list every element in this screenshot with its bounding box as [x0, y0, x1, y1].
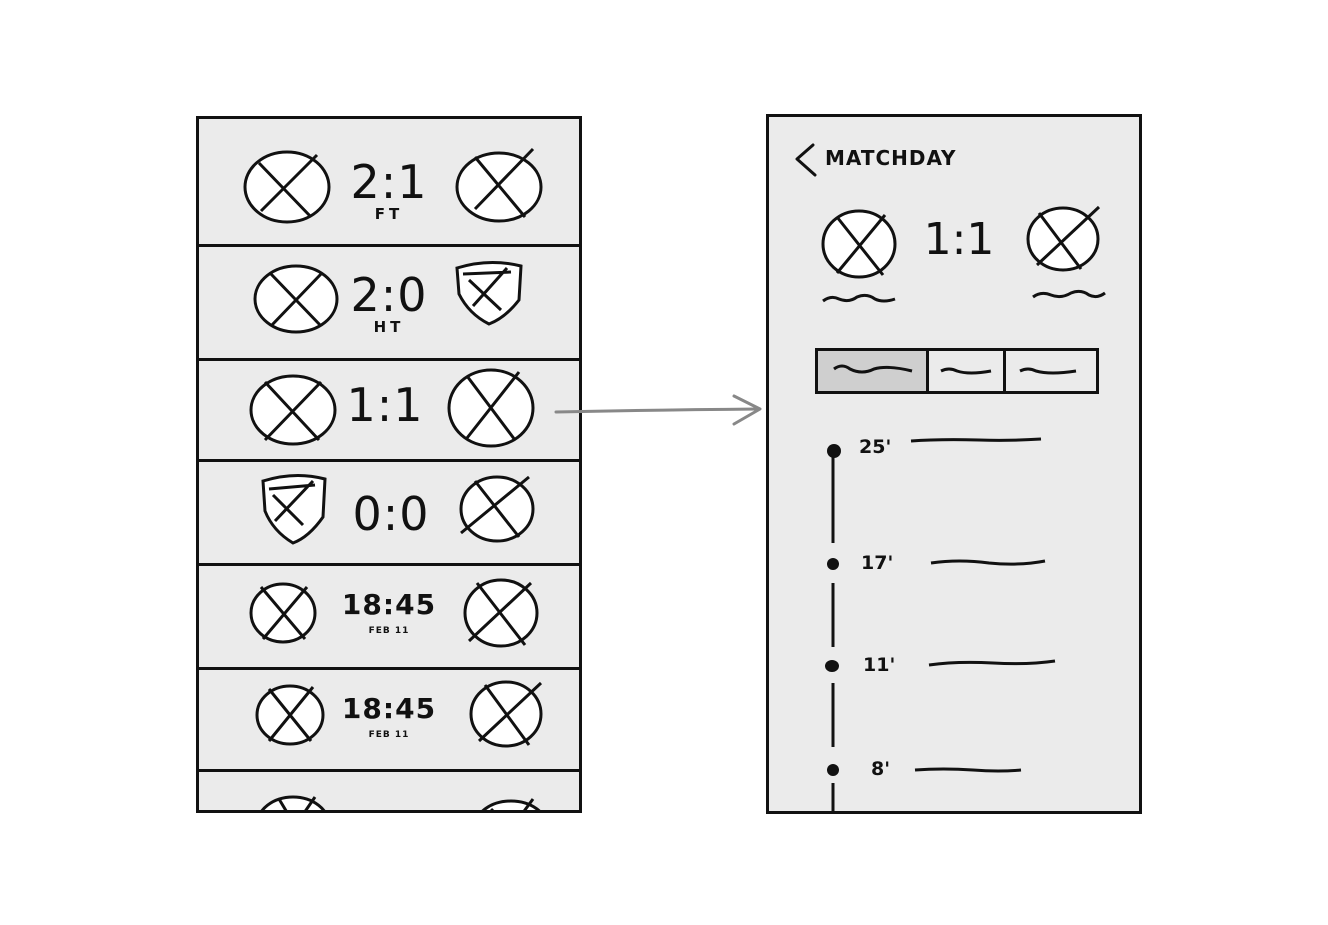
tab-3[interactable] [1003, 348, 1099, 394]
round-crest-icon [447, 368, 535, 448]
round-crest-icon [469, 680, 543, 748]
match-status: FT [374, 205, 404, 223]
event-minute: 11' [863, 654, 896, 676]
match-status: HT [373, 318, 405, 336]
round-crest-icon [255, 684, 325, 746]
away-team-name [1032, 289, 1106, 299]
round-crest-icon [455, 147, 543, 223]
round-crest-icon [243, 150, 331, 224]
round-crest-icon [481, 798, 541, 810]
timeline-dot [827, 764, 839, 776]
match-row-1[interactable]: 2:1 FT [199, 119, 579, 247]
event-description [930, 559, 1046, 566]
event-description [914, 767, 1022, 773]
back-label[interactable]: MATCHDAY [825, 146, 957, 170]
match-list-screen: 2:1 FT 2:0 HT 1:1 [196, 116, 582, 813]
match-row-7[interactable] [199, 769, 579, 810]
match-row-3[interactable]: 1:1 [199, 358, 579, 462]
match-row-6[interactable]: 18:45 FEB 11 [199, 667, 579, 772]
round-crest-icon [1026, 205, 1101, 272]
match-row-5[interactable]: 18:45 FEB 11 [199, 563, 579, 670]
match-score: 0:0 [352, 487, 430, 541]
timeline-dot [827, 558, 839, 570]
match-score: 2:0 [350, 268, 428, 322]
event-description [910, 437, 1042, 443]
round-crest-icon [249, 582, 317, 644]
navigation-arrow [554, 394, 762, 426]
round-crest-icon [249, 374, 337, 446]
round-crest-icon [821, 209, 897, 279]
round-crest-icon [253, 264, 339, 334]
tab-label-placeholder [833, 364, 913, 374]
round-crest-icon [463, 578, 539, 648]
event-minute: 25' [859, 436, 892, 458]
kickoff-date: FEB 11 [368, 730, 410, 740]
tab-label-placeholder [1019, 367, 1077, 375]
match-score: 2:1 [350, 155, 428, 209]
match-detail-screen: MATCHDAY 1:1 25' 17' [766, 114, 1142, 814]
home-team-name [822, 293, 896, 303]
tab-label-placeholder [940, 367, 992, 375]
match-score: 1:1 [346, 378, 424, 432]
match-score: 1:1 [923, 214, 995, 265]
round-crest-icon [260, 795, 326, 810]
event-minute: 17' [861, 552, 894, 574]
event-description [928, 659, 1056, 667]
match-row-4[interactable]: 0:0 [199, 459, 579, 566]
timeline-dot [825, 660, 839, 672]
kickoff-time: 18:45 [341, 692, 437, 725]
round-crest-icon [459, 475, 535, 543]
shield-crest-icon [455, 260, 523, 326]
event-minute: 8' [871, 758, 891, 780]
timeline-line [831, 447, 835, 811]
timeline-dot [827, 444, 841, 458]
shield-crest-icon [261, 474, 327, 545]
kickoff-time: 18:45 [341, 588, 437, 621]
back-chevron-icon[interactable] [791, 141, 819, 177]
match-row-2[interactable]: 2:0 HT [199, 244, 579, 361]
tab-2[interactable] [926, 348, 1006, 394]
kickoff-date: FEB 11 [368, 626, 410, 636]
tab-1[interactable] [815, 348, 929, 394]
